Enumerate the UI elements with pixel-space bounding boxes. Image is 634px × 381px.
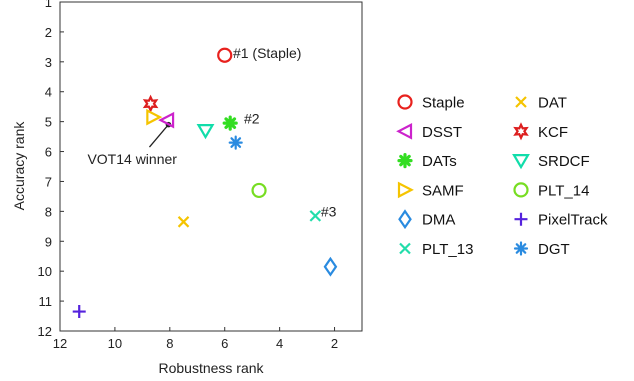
y-axis-label: Accuracy rank: [11, 121, 27, 211]
legend-marker-samf: [397, 181, 414, 199]
point-dsst: [158, 111, 175, 129]
legend-item-plt-13: PLT_13: [399, 241, 473, 258]
y-tick-label: 7: [45, 174, 52, 189]
x-tick-label: 2: [331, 336, 338, 351]
y-tick-label: 12: [38, 324, 52, 339]
legend-item-srdcf: SRDCF: [512, 153, 590, 170]
legend-marker-dat: [515, 96, 527, 108]
legend-item-dma: DMA: [398, 209, 455, 230]
annotations: #1 (Staple) #2 #3 VOT14 winner: [87, 45, 336, 220]
x-tick-label: 4: [276, 336, 283, 351]
point-srdcf: [196, 124, 215, 140]
y-tick-label: 4: [45, 85, 52, 100]
y-tick-label: 9: [45, 234, 52, 249]
x-tick-label: 8: [166, 336, 173, 351]
x-tick-label: 10: [108, 336, 122, 351]
legend: Staple DAT DSST KCF DATs SRDCF SAMF PLT_14 DMA Pi…: [396, 94, 608, 258]
legend-marker-dsst: [396, 122, 413, 140]
legend-marker-dats: [397, 153, 413, 169]
annotation-arrow-line: [148, 124, 169, 148]
legend-item-samf: SAMF: [397, 181, 464, 199]
annotation-vot14-winner: VOT14 winner: [87, 151, 177, 167]
annotation-3: #3: [321, 203, 337, 219]
legend-marker-plt-13: [399, 242, 411, 255]
legend-marker-dma: [398, 209, 412, 230]
legend-marker-staple: [397, 94, 413, 110]
legend-marker-pixeltrack: [514, 212, 528, 226]
y-tick-label: 1: [45, 0, 52, 10]
legend-label: SRDCF: [538, 153, 590, 170]
legend-label: Staple: [422, 95, 465, 112]
y-tick-label: 10: [38, 264, 52, 279]
legend-item-dgt: DGT: [513, 241, 570, 258]
point-samf: [146, 108, 163, 126]
legend-item-dats: DATs: [397, 153, 457, 170]
x-axis-ticks: 12 10 8 6 4 2: [53, 327, 338, 351]
point-pixeltrack: [72, 305, 86, 319]
legend-label: PLT_13: [422, 241, 473, 258]
plot-area: [59, 1, 363, 332]
legend-label: PLT_14: [538, 182, 589, 199]
point-dgt: [228, 135, 243, 150]
point-dma: [323, 256, 338, 277]
data-points: [72, 47, 338, 319]
legend-marker-dgt: [513, 241, 529, 256]
legend-marker-kcf: [513, 122, 529, 141]
point-dat: [177, 216, 190, 228]
x-tick-label: 6: [221, 336, 228, 351]
point-staple: [217, 47, 233, 63]
legend-label: DMA: [422, 212, 455, 229]
point-plt-14: [251, 182, 267, 199]
legend-item-kcf: KCF: [513, 122, 568, 141]
y-tick-label: 3: [45, 55, 52, 70]
x-axis-label: Robustness rank: [158, 360, 264, 376]
legend-item-staple: Staple: [397, 94, 465, 112]
y-tick-label: 5: [45, 115, 52, 130]
legend-label: KCF: [538, 124, 568, 141]
y-tick-label: 11: [39, 294, 53, 309]
point-kcf: [142, 94, 159, 113]
legend-label: DGT: [538, 241, 570, 258]
y-tick-label: 6: [45, 145, 52, 160]
legend-item-plt-14: PLT_14: [513, 182, 589, 199]
legend-label: DSST: [422, 124, 462, 141]
legend-label: DATs: [422, 153, 457, 170]
y-tick-label: 2: [45, 25, 52, 40]
legend-label: DAT: [538, 95, 567, 112]
point-dats: [222, 115, 238, 131]
annotation-1-staple: #1 (Staple): [233, 45, 301, 61]
annotation-2: #2: [244, 111, 260, 127]
point-plt-13: [309, 210, 322, 222]
x-tick-label: 12: [53, 336, 67, 351]
legend-marker-srdcf: [512, 154, 530, 170]
legend-marker-plt-14: [513, 182, 529, 198]
legend-label: PixelTrack: [538, 212, 608, 229]
legend-item-pixeltrack: PixelTrack: [514, 212, 608, 229]
legend-item-dat: DAT: [515, 95, 567, 112]
legend-label: SAMF: [422, 182, 464, 199]
legend-item-dsst: DSST: [396, 122, 462, 141]
y-tick-label: 8: [45, 204, 52, 219]
